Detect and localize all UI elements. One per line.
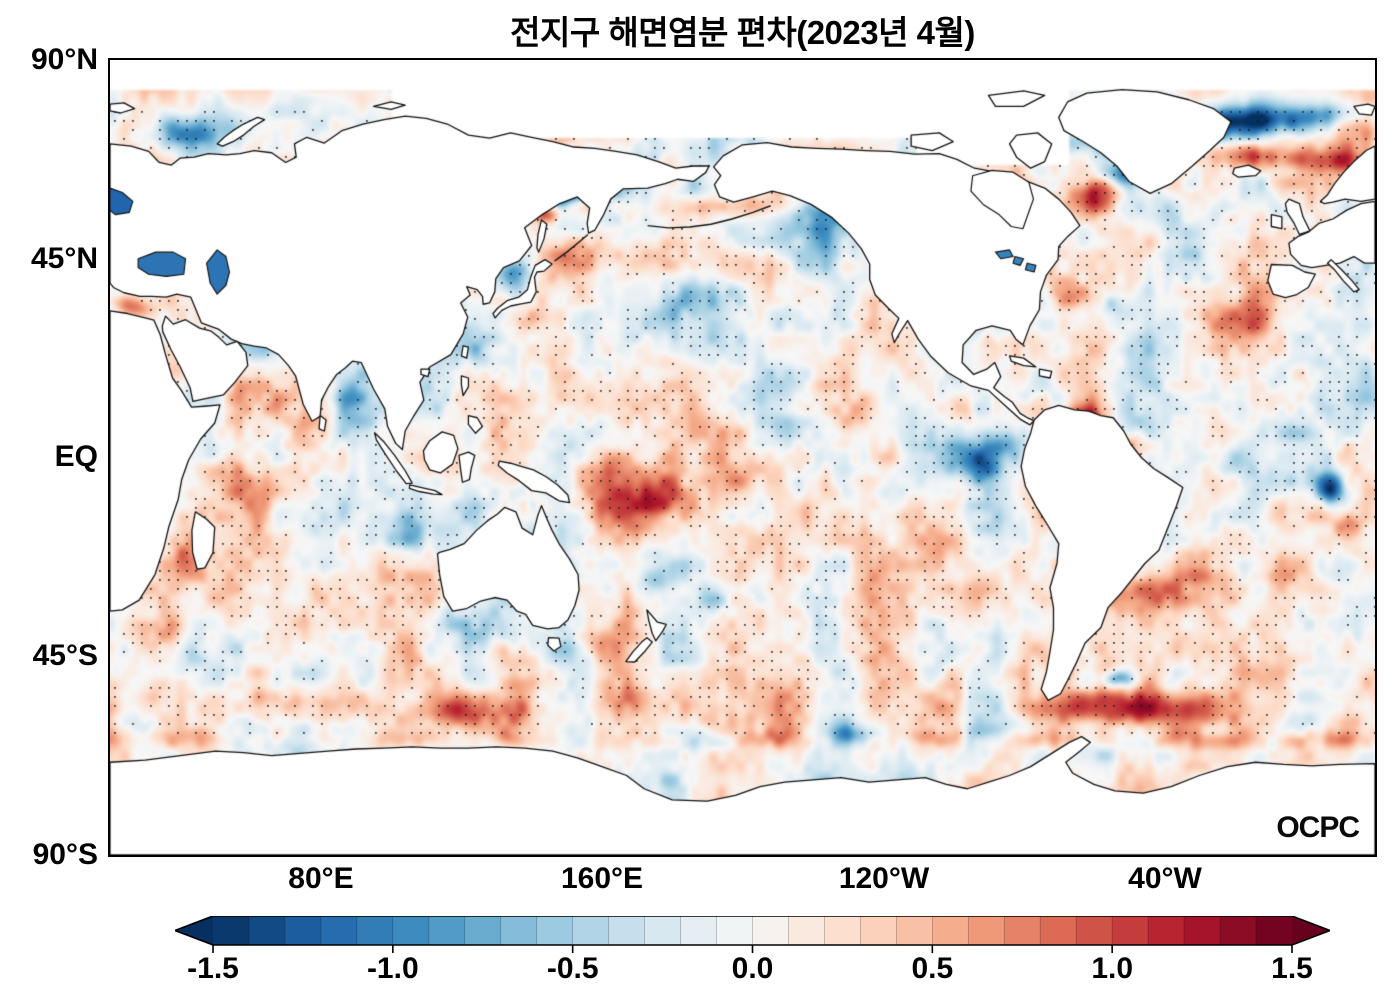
x-axis-label-40w: 40°W xyxy=(1128,862,1202,895)
colorbar-tick-label: 0.5 xyxy=(911,952,954,985)
ocpc-logo: OCPC xyxy=(1276,811,1360,844)
colorbar-tick-label: 1.0 xyxy=(1091,952,1134,985)
x-axis-label-80e: 80°E xyxy=(288,862,354,895)
y-axis-label-45s: 45°S xyxy=(32,639,98,672)
chart-title: 전지구 해면염분 편차(2023년 4월) xyxy=(510,14,975,51)
y-axis-label-45n: 45°N xyxy=(30,242,98,275)
y-axis-label-90s: 90°S xyxy=(32,838,98,871)
y-axis-label-eq: EQ xyxy=(54,440,98,473)
colorbar-tick-label: -1.0 xyxy=(366,952,419,985)
x-axis-label-160e: 160°E xyxy=(560,862,644,895)
colorbar-tick-label: -1.5 xyxy=(187,952,239,985)
map-plot-area: OCPC xyxy=(108,58,1377,857)
colorbar-tick-label: -0.5 xyxy=(546,952,599,985)
world-map-canvas xyxy=(110,60,1375,855)
colorbar-tick-label: 1.5 xyxy=(1271,952,1313,985)
x-axis-label-120w: 120°W xyxy=(838,862,930,895)
colorbar-tick-label: 0.0 xyxy=(731,952,774,985)
colorbar xyxy=(175,916,1330,953)
y-axis-label-90n: 90°N xyxy=(30,43,98,76)
